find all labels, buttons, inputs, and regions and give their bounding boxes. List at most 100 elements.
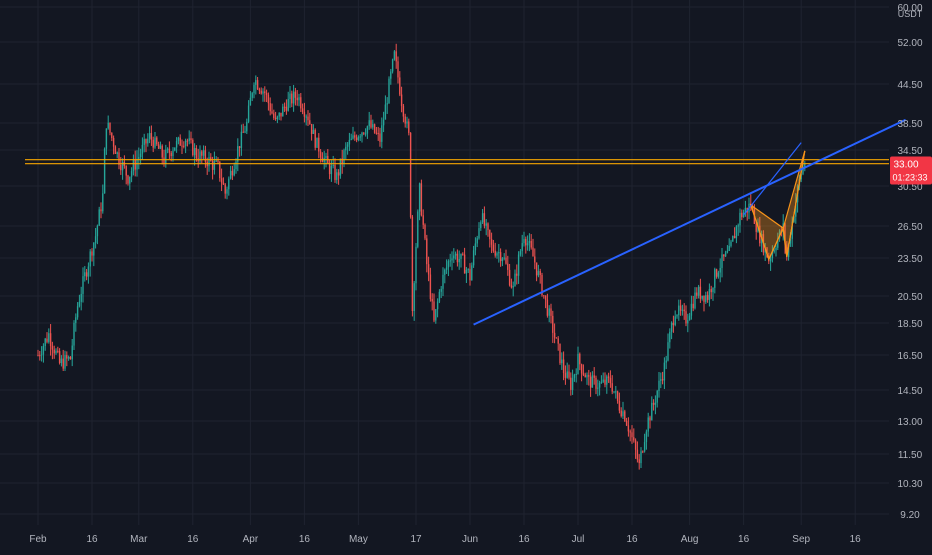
candle-body [696,292,698,296]
candle-body [136,159,138,170]
candle-body [157,144,160,149]
candle-body [78,301,81,307]
candle-body [132,159,135,172]
candle-body [726,250,729,253]
candle-body [629,431,631,433]
candle-body [728,245,730,251]
candle-body [566,371,568,378]
candle-body [89,251,91,267]
candle-body [611,383,613,392]
candle-body [471,265,473,281]
candle-body [755,223,757,232]
candle-body [300,97,302,109]
candle-body [310,124,313,134]
candle-body [94,236,97,243]
candle-body [269,103,271,112]
candle-body [264,91,266,94]
candle-body [152,139,154,148]
candle-body [307,116,309,121]
candle-body [118,152,120,165]
candle-body [134,159,136,170]
candle-body [516,273,518,276]
last-price-tag [890,156,932,185]
candle-body [661,379,664,381]
candle-body [656,390,658,403]
candle-body [48,333,50,342]
candle-body [670,322,673,332]
time-axis-label: 16 [626,534,638,545]
candle-body [80,293,82,302]
candle-body [208,157,210,167]
harmonic-pattern-triangle[interactable] [749,203,784,261]
candle-body [100,209,102,212]
candle-body [76,306,79,318]
candle-body [258,89,261,91]
candle-body [555,337,558,339]
trendline-secondary[interactable] [743,142,802,216]
candle-body [55,350,57,354]
time-axis-label: 16 [187,534,199,545]
candle-body [683,309,685,312]
candle-body [503,257,505,259]
candle-body [44,338,46,346]
candle-body [679,305,682,311]
candle-body [280,112,282,117]
candle-body [777,238,779,248]
candle-body [114,146,117,154]
candle-body [228,178,230,190]
candle-body [546,299,549,316]
candle-body [66,355,68,359]
candle-body [534,256,536,263]
candle-body [301,108,304,112]
candle-body [741,212,743,218]
candle-body [404,116,406,124]
candle-body [40,354,43,356]
candle-body [433,301,435,321]
candle-body [485,223,487,226]
candle-body [372,124,374,128]
candle-body [417,211,419,247]
candle-body [773,250,775,252]
candle-body [636,449,639,460]
candle-body [87,266,90,277]
candle-body [325,156,327,159]
candle-body [651,402,653,421]
candle-body [336,172,338,180]
candle-body [586,375,588,378]
candle-body [345,146,347,151]
candle-body [154,137,156,148]
candle-body [553,332,556,338]
currency-label: USDT [898,9,923,19]
candle-body [60,358,63,364]
candle-body [422,215,424,225]
candle-body [687,320,689,324]
candle-body [73,322,75,346]
candle-body [633,437,635,441]
candle-body [564,373,567,378]
candle-body [512,286,514,288]
candle-body [309,120,311,125]
candle-body [732,236,734,242]
drawing-layer[interactable] [25,118,907,326]
candle-body [294,91,297,98]
candle-body [606,376,608,385]
candle-body [400,94,403,106]
candle-body [435,309,437,321]
trendline-main[interactable] [473,118,907,326]
candle-body [390,71,392,79]
candle-body [517,254,520,276]
candle-body [465,269,468,274]
harmonic-pattern-outline[interactable] [750,150,806,261]
candle-body [624,411,626,421]
candle-body [638,459,640,464]
candle-body [487,223,489,230]
candle-body [127,175,129,184]
candle-body [665,360,667,363]
candle-body [789,238,792,244]
candle-body [386,103,388,105]
candle-body [483,213,486,226]
candle-body [510,285,513,288]
candle-body [697,286,700,296]
